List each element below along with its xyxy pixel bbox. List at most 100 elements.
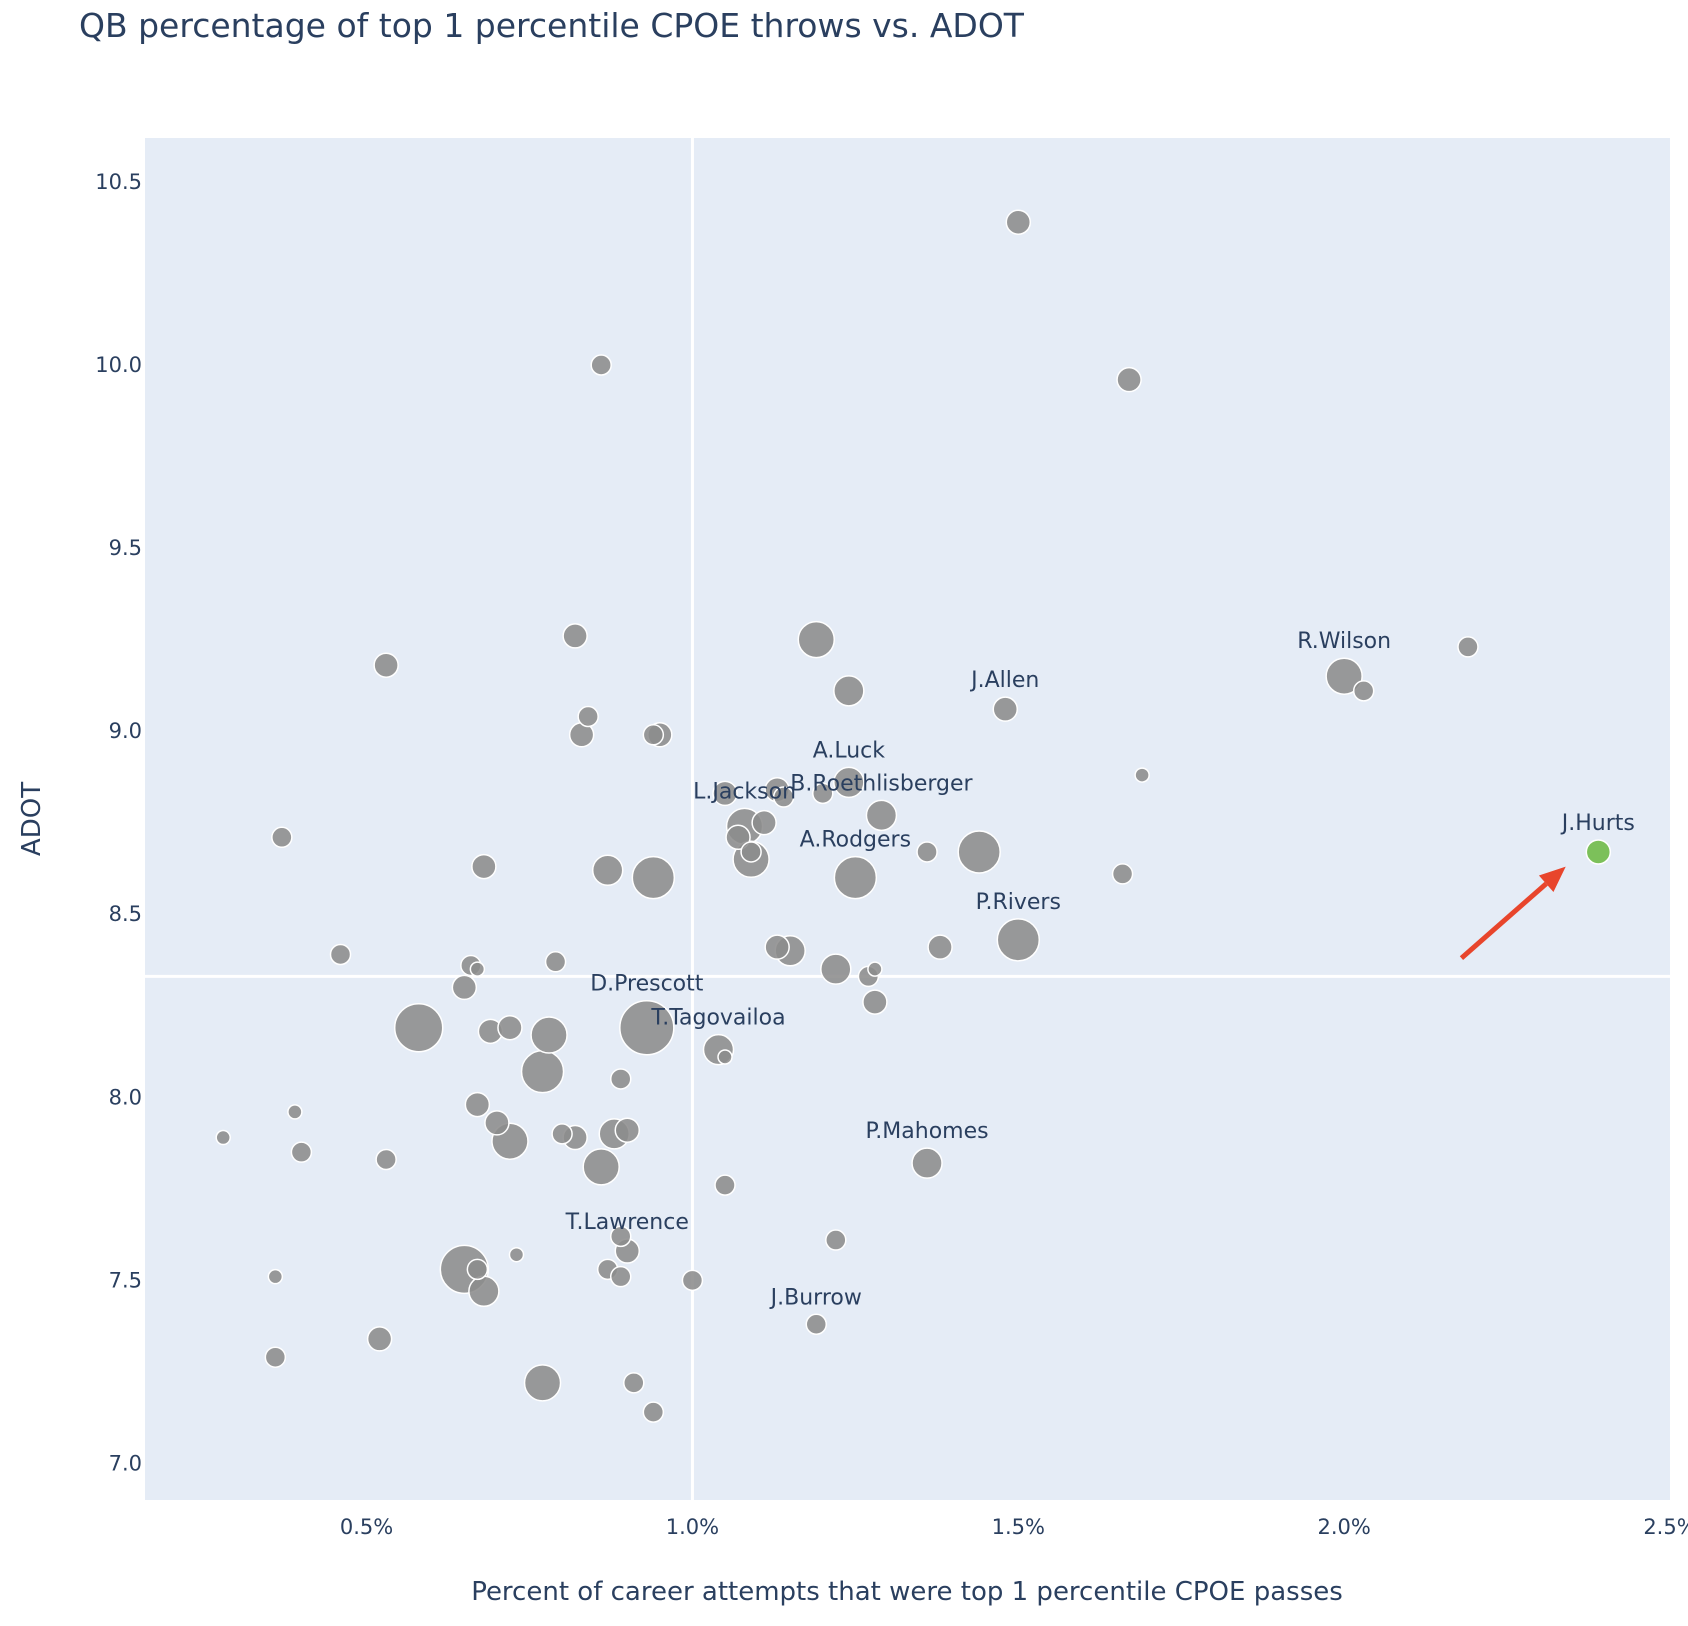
y-tick-label: 8.0 — [109, 1085, 142, 1109]
y-axis-title: ADOT — [17, 782, 47, 856]
data-point[interactable] — [631, 855, 676, 900]
data-point[interactable] — [1116, 366, 1142, 393]
data-point[interactable] — [287, 1104, 303, 1120]
data-point[interactable] — [992, 696, 1019, 722]
y-tick-label: 10.0 — [95, 353, 142, 377]
data-point[interactable] — [497, 1014, 523, 1041]
point-label: B.Roethlisberger — [790, 771, 973, 796]
data-point[interactable] — [508, 1246, 525, 1263]
data-point[interactable] — [772, 786, 795, 808]
point-label: A.Luck — [813, 738, 886, 763]
data-point[interactable] — [833, 855, 878, 900]
data-point[interactable] — [865, 799, 898, 832]
data-point[interactable] — [468, 1275, 500, 1308]
data-point[interactable] — [484, 1110, 510, 1136]
point-label: J.Allen — [969, 668, 1039, 693]
data-point[interactable] — [619, 999, 675, 1056]
data-point[interactable] — [714, 1174, 736, 1196]
point-label: J.Hurts — [1560, 811, 1635, 836]
data-point[interactable] — [996, 918, 1041, 962]
data-point[interactable] — [466, 1258, 489, 1281]
data-point[interactable] — [393, 1002, 444, 1053]
x-tick-label: 2.0% — [1317, 1515, 1370, 1539]
data-point[interactable] — [562, 623, 588, 649]
data-point[interactable] — [471, 853, 497, 880]
data-point[interactable] — [1352, 680, 1375, 702]
data-point[interactable] — [717, 1049, 733, 1065]
data-point[interactable] — [520, 1049, 565, 1094]
data-point[interactable] — [642, 1401, 665, 1423]
data-point[interactable] — [916, 841, 938, 863]
data-point[interactable] — [911, 1147, 943, 1179]
data-point[interactable] — [1005, 209, 1032, 235]
data-point[interactable] — [264, 1346, 287, 1368]
highlight-point[interactable] — [1585, 839, 1612, 865]
point-label: P.Rivers — [976, 890, 1061, 915]
data-point[interactable] — [591, 854, 624, 887]
data-point[interactable] — [712, 780, 738, 807]
y-tick-label: 10.5 — [95, 170, 142, 194]
data-point[interactable] — [740, 841, 762, 863]
data-points — [215, 209, 1612, 1423]
data-point[interactable] — [267, 1268, 284, 1285]
data-point[interactable] — [590, 354, 612, 376]
point-label: J.Burrow — [769, 1285, 862, 1310]
data-point[interactable] — [833, 675, 865, 707]
x-tick-label: 0.5% — [340, 1515, 393, 1539]
data-point[interactable] — [582, 1148, 620, 1186]
data-point[interactable] — [825, 1229, 847, 1251]
x-tick-label: 1.5% — [992, 1515, 1045, 1539]
data-point[interactable] — [805, 1313, 828, 1336]
x-tick-label: 2.5% — [1643, 1515, 1688, 1539]
data-point[interactable] — [812, 782, 834, 805]
data-point[interactable] — [271, 826, 293, 849]
y-tick-label: 9.5 — [109, 536, 142, 560]
data-point[interactable] — [290, 1141, 313, 1163]
y-tick-label: 7.5 — [109, 1268, 142, 1292]
arrow-annotation — [1459, 866, 1566, 961]
data-point[interactable] — [451, 974, 478, 1001]
data-point[interactable] — [373, 652, 399, 678]
data-point[interactable] — [551, 1123, 573, 1145]
data-point[interactable] — [215, 1129, 231, 1146]
data-point[interactable] — [957, 830, 1001, 874]
data-point[interactable] — [642, 724, 665, 746]
data-point[interactable] — [623, 1372, 645, 1394]
data-point[interactable] — [366, 1326, 393, 1352]
point-label: R.Wilson — [1297, 629, 1391, 654]
data-point[interactable] — [609, 1265, 632, 1288]
data-point[interactable] — [1457, 636, 1479, 658]
data-point[interactable] — [530, 1016, 568, 1054]
point-labels: J.Allen R.Wilson A.Luck L.JacksonB.Roethlis… — [565, 629, 1635, 1310]
data-point[interactable] — [833, 766, 865, 799]
x-axis-ticks: 0.5% 1.0% 1.5% 2.0% 2.5% — [340, 1515, 1688, 1539]
data-point[interactable] — [927, 934, 953, 960]
point-label: A.Rodgers — [800, 828, 911, 853]
data-point[interactable] — [862, 989, 888, 1015]
data-point[interactable] — [867, 961, 883, 977]
x-axis-title: Percent of career attempts that were top… — [471, 1577, 1343, 1607]
arrow-head — [1538, 866, 1566, 893]
data-point[interactable] — [609, 1225, 632, 1248]
data-point[interactable] — [469, 961, 486, 977]
data-point[interactable] — [609, 1068, 632, 1090]
data-point[interactable] — [797, 620, 836, 659]
data-point[interactable] — [544, 951, 567, 973]
data-point[interactable] — [614, 1117, 641, 1143]
data-point[interactable] — [1325, 657, 1363, 695]
data-point[interactable] — [375, 1148, 397, 1171]
data-point[interactable] — [681, 1269, 704, 1292]
y-axis-ticks: 7.0 7.5 8.0 8.5 9.0 9.5 10.0 10.5 — [95, 170, 142, 1475]
data-point[interactable] — [764, 934, 790, 960]
data-point[interactable] — [820, 953, 852, 985]
data-point[interactable] — [725, 824, 751, 851]
plot-background — [145, 138, 1670, 1500]
data-point[interactable] — [464, 1091, 491, 1118]
data-point[interactable] — [1111, 863, 1134, 885]
data-point[interactable] — [751, 809, 777, 836]
data-point[interactable] — [329, 943, 352, 966]
data-point[interactable] — [577, 705, 599, 728]
data-point[interactable] — [1134, 767, 1150, 783]
data-point[interactable] — [523, 1364, 562, 1402]
